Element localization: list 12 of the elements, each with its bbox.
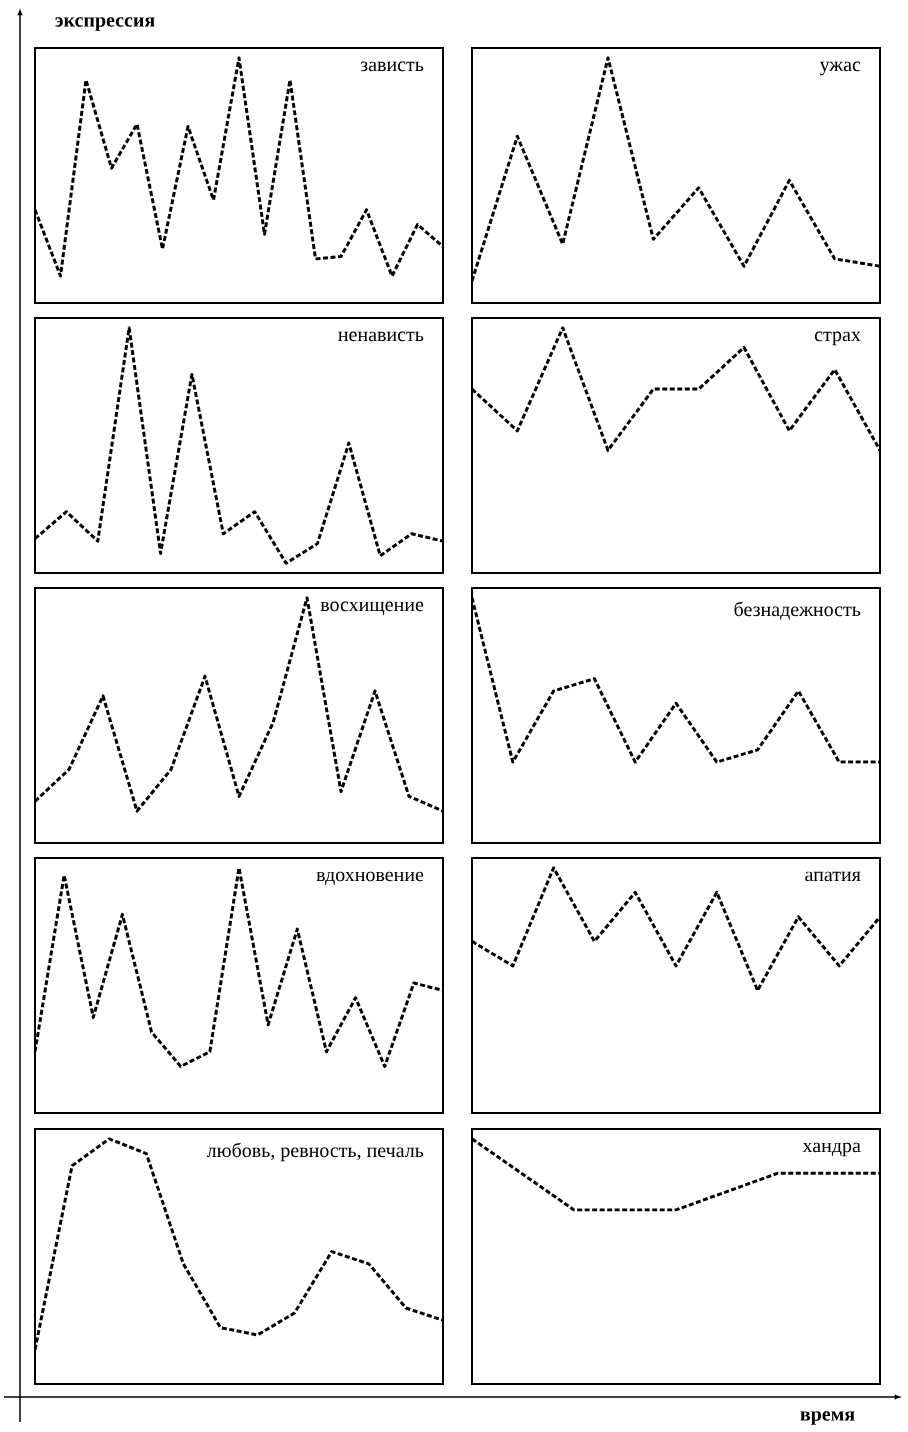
chart-title: ненависть <box>338 331 424 342</box>
chart-title: любовь, ревность, печаль <box>206 1142 424 1162</box>
text: время <box>800 1411 855 1425</box>
text: экспрессия <box>55 17 155 31</box>
chart-title: хандра <box>802 1142 861 1157</box>
chart-title: ужас <box>819 61 861 76</box>
chart-title: восхищение <box>320 601 424 616</box>
chart-title: страх <box>814 331 861 346</box>
chart-title: вдохновение <box>316 871 424 885</box>
chart-title: зависть <box>360 61 424 72</box>
chart-title: безнадежность <box>734 601 861 620</box>
chart-title: апатия <box>805 871 861 882</box>
